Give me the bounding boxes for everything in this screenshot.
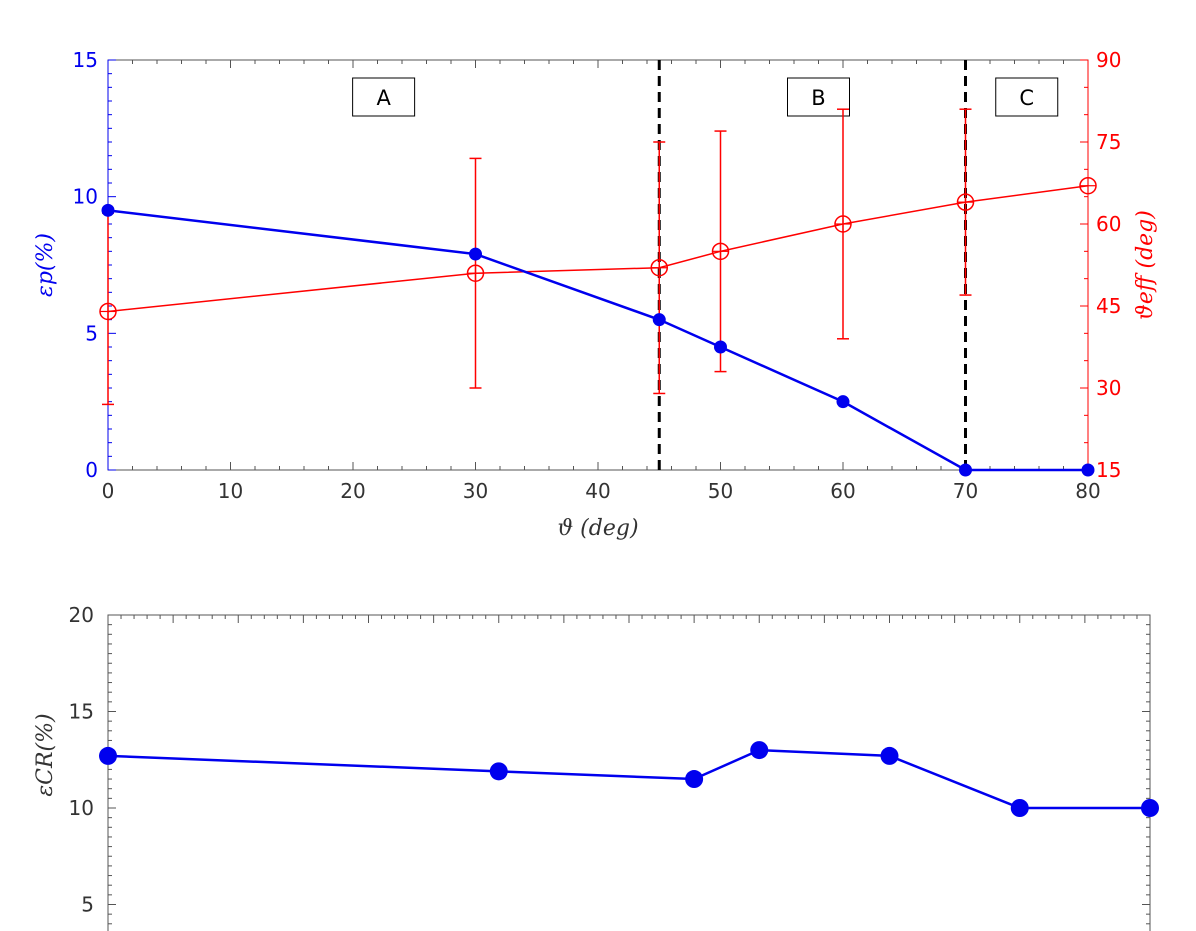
right-y-tick-label: 75 (1096, 130, 1121, 154)
eps-cr-point (99, 746, 117, 765)
left-y-tick-label: 5 (85, 321, 98, 345)
left-y-tick-label: 0 (85, 458, 98, 482)
x-tick-label: 30 (463, 479, 488, 503)
eps-p-line (107, 209, 1088, 472)
top-chart: 0 5 10 15 15 30 45 60 75 90 0 10 20 30 40 50 60 70 80 A B… (33, 48, 1158, 541)
right-y-axis: 15 30 45 60 75 90 (1080, 48, 1121, 482)
bottom-plot-frame (107, 614, 1151, 931)
x-tick-label: 50 (708, 479, 733, 503)
eps-cr-point (685, 770, 704, 789)
x-tick-label: 70 (953, 479, 978, 503)
bottom-y-tick-label: 5 (81, 893, 94, 917)
left-y-tick-label: 10 (73, 185, 98, 209)
eps-cr-series (99, 741, 1159, 817)
bottom-y-axis-title: εCR(%) (33, 713, 58, 796)
right-y-tick-label: 60 (1096, 212, 1121, 236)
eps-cr-point (1010, 799, 1029, 817)
region-dividers (657, 60, 967, 470)
x-tick-label: 0 (102, 479, 115, 503)
x-tick-label: 20 (340, 479, 365, 503)
eps-p-point (714, 340, 727, 354)
eps-cr-line (107, 748, 1150, 810)
left-y-axis: 0 5 10 15 (73, 48, 116, 482)
x-tick-label: 80 (1075, 479, 1100, 503)
left-y-tick-label: 15 (73, 48, 98, 72)
eps-p-series (101, 203, 1095, 477)
region-label-box (352, 77, 416, 117)
eps-p-point (652, 313, 666, 327)
right-y-tick-label: 15 (1096, 458, 1121, 482)
region-label-box (995, 77, 1059, 117)
x-tick-label: 40 (585, 479, 610, 503)
right-y-tick-label: 30 (1096, 376, 1121, 400)
eps-p-point (101, 203, 115, 217)
bottom-y-axis: 5 10 15 20 (69, 603, 1150, 925)
eff-angle-series (99, 108, 1097, 406)
top-tick-marks (107, 60, 1089, 470)
bottom-y-tick-label: 20 (69, 603, 94, 627)
eff-angle-line (107, 184, 1089, 313)
eps-p-point (469, 247, 482, 261)
x-axis: 0 10 20 30 40 50 60 70 80 (102, 479, 1101, 503)
x-tick-label: 10 (218, 479, 243, 503)
eps-cr-point (1141, 799, 1159, 817)
eps-p-point (959, 463, 972, 477)
bottom-y-tick-label: 10 (69, 796, 94, 820)
left-y-axis-title: εp(%) (33, 233, 58, 297)
eps-p-point (1081, 463, 1095, 477)
region-label: C (1019, 86, 1034, 110)
bottom-tick-marks (107, 615, 1151, 623)
right-y-tick-label: 90 (1096, 48, 1121, 72)
x-tick-label: 60 (830, 479, 855, 503)
x-axis-title: ϑ (deg) (557, 516, 638, 541)
eps-cr-point (880, 746, 899, 765)
bottom-y-tick-label: 15 (69, 700, 94, 724)
right-y-tick-label: 45 (1096, 294, 1121, 318)
region-labels: A B C (352, 77, 1059, 117)
region-label: B (811, 86, 825, 110)
eps-cr-point (489, 762, 508, 781)
top-plot-frame (107, 59, 1089, 471)
bottom-chart: 5 10 15 20 εCR(%) (33, 603, 1159, 931)
region-label: A (376, 86, 391, 110)
right-y-axis-title: ϑeff (deg) (1133, 210, 1158, 320)
eps-p-point (836, 395, 850, 409)
eps-cr-point (750, 741, 769, 760)
